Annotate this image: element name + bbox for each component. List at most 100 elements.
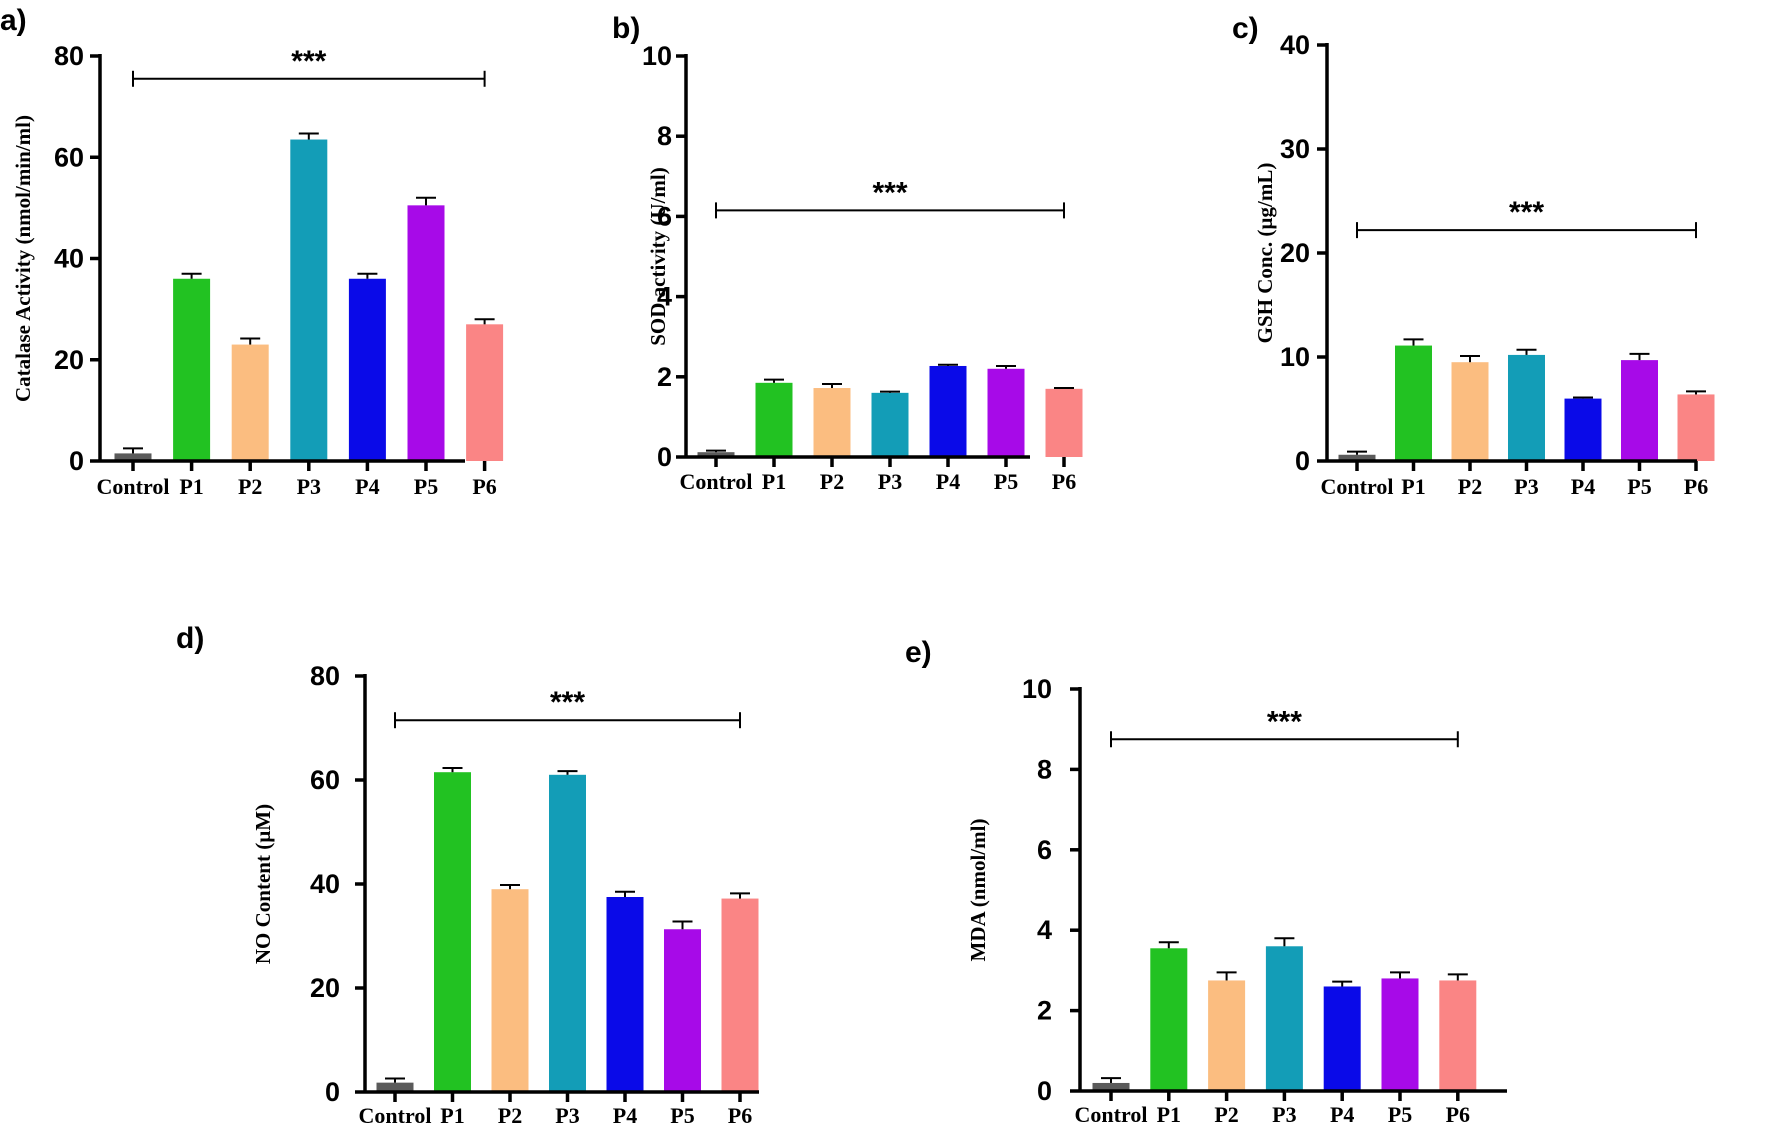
y-tick-label: 6	[1037, 835, 1052, 865]
y-tick-label: 20	[54, 345, 84, 375]
chart-panel-a: a) Catalase Activity (nmol/min/ml) 0 20 40 60…	[0, 4, 504, 499]
bar-p2	[1208, 980, 1246, 1091]
y-tick-label: 0	[69, 446, 84, 476]
x-tick-label-p5: P5	[414, 474, 438, 499]
bar-p2	[813, 388, 851, 457]
y-tick-label: 0	[325, 1077, 340, 1107]
x-tick-label-p6: P6	[1052, 469, 1076, 494]
x-tick-label-p6: P6	[1446, 1102, 1470, 1127]
bar-p6	[721, 898, 759, 1092]
x-tick-label-p3: P3	[878, 469, 902, 494]
y-tick-label: 10	[1022, 674, 1052, 704]
bar-p4	[1323, 986, 1361, 1091]
x-tick-label-p2: P2	[498, 1103, 522, 1128]
bar-p6	[1439, 980, 1477, 1091]
y-axis-title: MDA (nmol/ml)	[966, 819, 990, 962]
x-tick-label-p1: P1	[179, 474, 203, 499]
x-tick-label-p5: P5	[994, 469, 1018, 494]
x-tick-label-p3: P3	[297, 474, 321, 499]
y-tick-label: 8	[1037, 754, 1052, 784]
y-tick-label: 0	[1295, 446, 1310, 476]
x-tick-label-p4: P4	[1330, 1102, 1354, 1127]
panel-label: c)	[1232, 12, 1259, 45]
y-tick-label: 4	[1037, 915, 1052, 945]
bar-p5	[407, 205, 445, 461]
chart-panel-d: d) NO Content (µM) 0 20 40 60 80 Control P1 P2 P3 P…	[176, 622, 759, 1128]
bar-p6	[1045, 388, 1083, 457]
y-tick-label: 6	[657, 201, 672, 231]
significance-label: ***	[1267, 705, 1302, 738]
x-tick-label-p4: P4	[1571, 474, 1595, 499]
x-tick-label-control: Control	[1321, 474, 1394, 499]
x-tick-label-p4: P4	[613, 1103, 637, 1128]
x-tick-label-p1: P1	[440, 1103, 464, 1128]
bar-p6	[1677, 394, 1715, 461]
bar-p5	[1621, 360, 1658, 461]
bar-p6	[466, 324, 504, 461]
y-tick-label: 80	[54, 41, 84, 71]
chart-panel-b: b) SOD activity (U/ml) 0 2 4 6 8 10 Control P1 P2 P…	[612, 12, 1083, 494]
panel-label: e)	[905, 636, 932, 669]
y-tick-label: 0	[657, 442, 672, 472]
x-tick-label-p5: P5	[1388, 1102, 1412, 1127]
x-tick-label-p2: P2	[238, 474, 262, 499]
x-tick-label-p5: P5	[1627, 474, 1651, 499]
x-tick-label-p1: P1	[1157, 1102, 1181, 1127]
bar-control	[114, 453, 152, 461]
chart-panel-c: c) GSH Conc. (µg/mL) 0 10 20 30 40 Control P1 P2 P…	[1232, 12, 1715, 499]
y-tick-label: 2	[657, 362, 672, 392]
y-tick-label: 20	[1280, 238, 1310, 268]
significance-label: ***	[550, 686, 585, 719]
bar-p3	[1265, 946, 1303, 1091]
y-tick-label: 10	[642, 41, 672, 71]
y-tick-label: 8	[657, 121, 672, 151]
y-tick-label: 10	[1280, 342, 1310, 372]
bar-p2	[491, 889, 529, 1092]
bar-control	[1092, 1082, 1130, 1091]
x-tick-label-control: Control	[97, 474, 170, 499]
bar-p2	[231, 344, 269, 461]
x-tick-label-p2: P2	[1458, 474, 1482, 499]
bar-control	[1338, 454, 1376, 461]
x-tick-label-p2: P2	[1214, 1102, 1238, 1127]
bar-p5	[987, 368, 1025, 457]
y-tick-label: 20	[310, 973, 340, 1003]
y-tick-label: 80	[310, 661, 340, 691]
x-tick-label-p5: P5	[670, 1103, 694, 1128]
bar-p3	[1508, 354, 1545, 461]
x-tick-label-p6: P6	[728, 1103, 752, 1128]
bar-control	[697, 452, 735, 457]
y-tick-label: 60	[310, 765, 340, 795]
significance-label: ***	[291, 45, 326, 78]
bar-p3	[290, 139, 328, 461]
bar-p3	[871, 392, 909, 457]
chart-panel-e: e) MDA (nmol/ml) 0 2 4 6 8 10 Control P1 P2 P3 P4 P5 P…	[905, 636, 1507, 1127]
x-tick-label-p3: P3	[1272, 1102, 1296, 1127]
panel-label: b)	[612, 12, 640, 45]
y-tick-label: 30	[1280, 134, 1310, 164]
x-tick-label-p1: P1	[762, 469, 786, 494]
x-tick-label-p6: P6	[1684, 474, 1708, 499]
significance-label: ***	[1509, 196, 1544, 229]
bar-p2	[1451, 362, 1489, 461]
x-tick-label-p1: P1	[1401, 474, 1425, 499]
bar-p4	[606, 897, 644, 1092]
y-axis-title: SOD activity (U/ml)	[646, 167, 670, 345]
y-axis-title: Catalase Activity (nmol/min/ml)	[11, 115, 35, 402]
bar-p1	[1150, 948, 1188, 1091]
significance-label: ***	[872, 176, 907, 209]
y-tick-label: 2	[1037, 996, 1052, 1026]
x-tick-label-control: Control	[359, 1103, 432, 1128]
bar-p5	[664, 929, 701, 1092]
x-tick-label-p6: P6	[472, 474, 496, 499]
x-tick-label-p2: P2	[820, 469, 844, 494]
bar-p4	[929, 365, 967, 457]
bar-p4	[1564, 398, 1602, 461]
x-tick-label-p4: P4	[355, 474, 379, 499]
x-tick-label-p3: P3	[1514, 474, 1538, 499]
y-tick-label: 40	[1280, 30, 1310, 60]
y-tick-label: 4	[657, 282, 672, 312]
bar-control	[376, 1082, 414, 1092]
y-tick-label: 60	[54, 142, 84, 172]
